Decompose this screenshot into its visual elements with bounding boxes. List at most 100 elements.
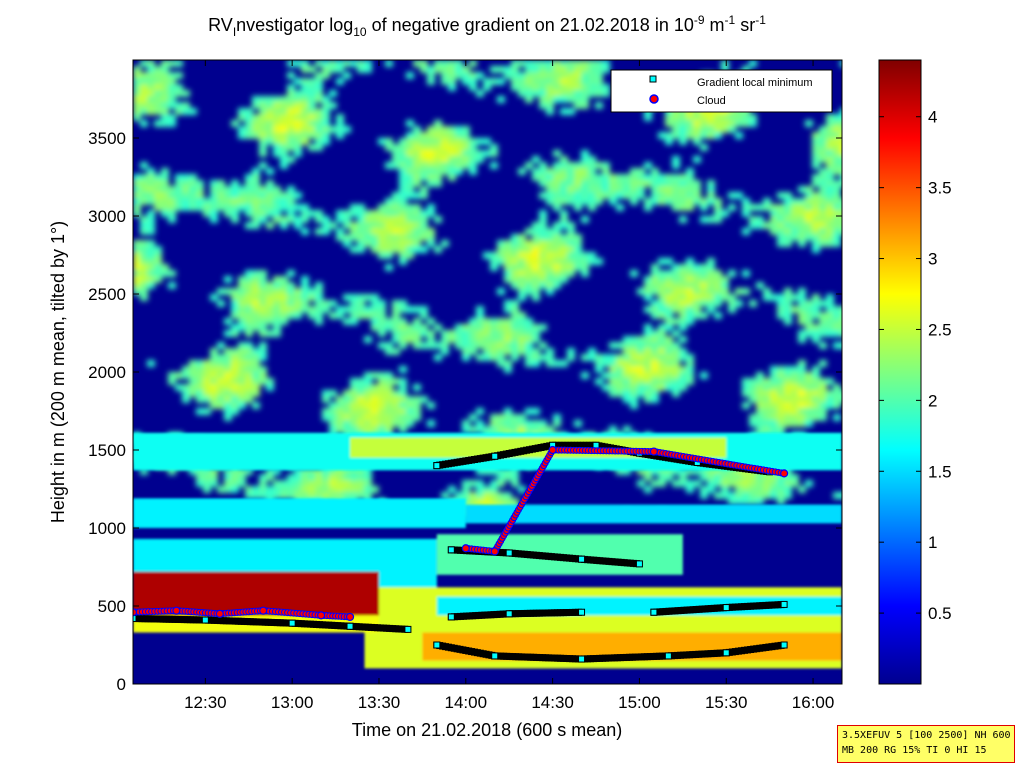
heat-cell <box>707 180 715 187</box>
heat-cell <box>525 60 533 67</box>
heat-cell <box>497 480 505 487</box>
heat-cell <box>602 186 610 193</box>
heat-cell <box>644 198 652 205</box>
heat-cell <box>392 216 400 223</box>
heat-cell <box>294 132 302 139</box>
heat-cell <box>420 234 428 241</box>
heat-cell <box>168 114 176 121</box>
heat-cell <box>770 378 778 385</box>
heat-cell <box>266 318 274 325</box>
heat-cell <box>385 342 393 349</box>
heat-cell <box>308 132 316 139</box>
heat-cell <box>581 270 589 277</box>
heat-cell <box>154 120 162 127</box>
heat-cell <box>385 162 393 169</box>
heat-cell <box>819 240 827 247</box>
heat-cell <box>490 318 498 325</box>
heat-cell <box>140 246 148 253</box>
heat-cell <box>504 72 512 79</box>
heat-cell <box>539 222 547 229</box>
heat-cell <box>427 138 435 145</box>
band-1100 <box>133 498 466 528</box>
heat-cell <box>777 390 785 397</box>
heat-cell <box>280 162 288 169</box>
heat-cell <box>763 396 771 403</box>
heat-cell <box>567 186 575 193</box>
heat-cell <box>245 222 253 229</box>
heat-cell <box>259 96 267 103</box>
heat-cell <box>798 420 806 427</box>
heat-cell <box>140 162 148 169</box>
heat-cell <box>735 498 743 505</box>
heat-cell <box>175 204 183 211</box>
heat-cell <box>553 84 561 91</box>
heat-cell <box>385 204 393 211</box>
heat-cell <box>791 234 799 241</box>
heat-cell <box>588 354 596 361</box>
heat-cell <box>511 60 519 67</box>
heat-cell <box>714 288 722 295</box>
heat-cell <box>427 240 435 247</box>
heat-cell <box>315 78 323 85</box>
heat-cell <box>840 318 842 325</box>
heat-cell <box>511 234 519 241</box>
heat-cell <box>287 300 295 307</box>
heat-cell <box>763 294 771 301</box>
heat-cell <box>140 78 148 85</box>
heat-cell <box>721 480 729 487</box>
heat-cell <box>315 60 323 67</box>
heat-cell <box>679 300 687 307</box>
heat-cell <box>196 474 204 481</box>
heat-cell <box>840 390 842 397</box>
heat-cell <box>700 474 708 481</box>
heat-cell <box>784 372 792 379</box>
heat-cell <box>245 318 253 325</box>
heat-cell <box>406 222 414 229</box>
heat-cell <box>490 252 498 259</box>
heat-cell <box>770 408 778 415</box>
heat-cell <box>434 66 442 73</box>
heat-cell <box>315 210 323 217</box>
heat-cell <box>735 474 743 481</box>
minimum-point <box>650 608 658 616</box>
heat-cell <box>749 204 757 211</box>
heat-cell <box>273 216 281 223</box>
cloud-point <box>215 609 224 618</box>
heat-cell <box>301 216 309 223</box>
heat-cell <box>623 396 631 403</box>
heat-cell <box>546 240 554 247</box>
heat-cell <box>749 414 757 421</box>
heat-cell <box>742 384 750 391</box>
heat-cell <box>532 354 540 361</box>
heat-cell <box>511 84 519 91</box>
heat-cell <box>357 246 365 253</box>
heat-cell <box>329 126 337 133</box>
heat-cell <box>602 192 610 199</box>
heat-cell <box>595 90 603 97</box>
heat-cell <box>665 114 673 121</box>
heat-cell <box>644 114 652 121</box>
heat-cell <box>315 132 323 139</box>
heat-cell <box>518 348 526 355</box>
heat-cell <box>497 240 505 247</box>
heat-cell <box>175 102 183 109</box>
heat-cell <box>294 216 302 223</box>
heat-cell <box>427 66 435 73</box>
heat-cell <box>336 420 344 427</box>
heat-cell <box>329 66 337 73</box>
heat-cell <box>280 282 288 289</box>
heat-cell <box>693 126 701 133</box>
heat-cell <box>539 72 547 79</box>
heat-cell <box>511 342 519 349</box>
heat-cell <box>322 72 330 79</box>
heat-cell <box>595 78 603 85</box>
y-tick-label: 0 <box>117 675 126 694</box>
heat-cell <box>378 228 386 235</box>
heat-cell <box>406 396 414 403</box>
heat-cell <box>791 420 799 427</box>
heat-cell <box>777 474 785 481</box>
heat-cell <box>420 312 428 319</box>
heat-cell <box>665 198 673 205</box>
heat-cell <box>238 126 246 133</box>
heat-cell <box>518 336 526 343</box>
